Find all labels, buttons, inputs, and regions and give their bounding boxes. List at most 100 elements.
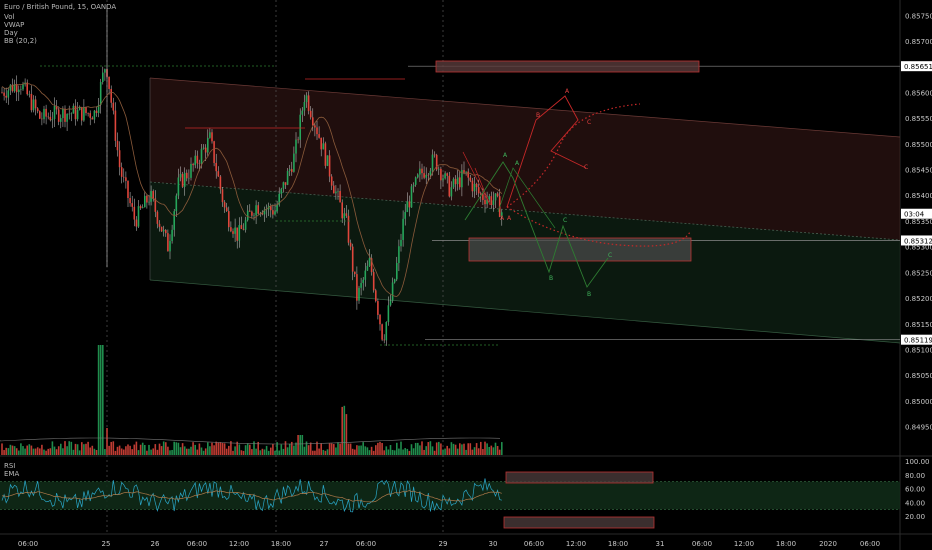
- candle-body: [278, 193, 280, 205]
- volume-bar: [5, 447, 7, 455]
- volume-bar: [412, 448, 415, 455]
- volume-bar: [377, 442, 379, 455]
- volume-bar: [215, 441, 217, 455]
- volume-bar: [194, 444, 196, 455]
- volume-bar: [89, 447, 91, 455]
- price-tick-label: 0.85500: [905, 141, 932, 149]
- volume-bar: [360, 445, 362, 455]
- volume-bar: [102, 345, 104, 455]
- volume-bar: [18, 450, 20, 455]
- candle-body: [202, 147, 205, 149]
- time-tick-label: 06:00: [18, 540, 38, 548]
- candle-body: [139, 206, 142, 209]
- volume-bar: [444, 448, 446, 455]
- candle-body: [492, 200, 495, 205]
- volume-bar: [349, 443, 352, 455]
- candle-body: [475, 183, 478, 188]
- candle-body: [156, 211, 159, 224]
- candle-body: [438, 168, 440, 170]
- candle-body: [204, 147, 207, 153]
- volume-bar: [389, 445, 392, 455]
- volume-bar: [461, 444, 463, 455]
- candle-body: [238, 225, 241, 241]
- volume-bar: [219, 442, 222, 455]
- candle-body: [249, 210, 251, 212]
- green-pattern-label: C: [563, 217, 567, 224]
- candle-body: [486, 199, 488, 205]
- candle-body: [301, 110, 304, 115]
- channel-lower-line: [149, 279, 901, 344]
- candle-body: [125, 177, 127, 181]
- candle-body: [41, 118, 43, 120]
- rsi-tick-label: 100.00: [905, 458, 930, 466]
- candle-body: [228, 211, 230, 228]
- candle-body: [480, 193, 482, 195]
- volume-bar: [293, 445, 295, 455]
- green-pattern-label: A: [503, 152, 508, 159]
- candle-body: [18, 89, 20, 93]
- candle-body: [328, 155, 331, 177]
- candle-body: [179, 173, 182, 178]
- time-tick-label: 06:00: [187, 540, 207, 548]
- candle-body: [150, 191, 152, 202]
- price-tick-label: 0.85450: [905, 167, 932, 175]
- candle-body: [188, 177, 190, 179]
- candle-body: [261, 213, 264, 215]
- volume-bar: [70, 441, 73, 455]
- volume-bar: [383, 450, 385, 455]
- volume-bar: [410, 444, 413, 455]
- volume-bar: [456, 448, 459, 455]
- rsi-tick-label: 20.00: [905, 513, 925, 521]
- time-tick-label: 18:00: [271, 540, 291, 548]
- candle-body: [450, 187, 453, 197]
- volume-bar: [343, 405, 346, 455]
- candle-body: [339, 190, 341, 203]
- candle-body: [95, 110, 98, 113]
- candle-body: [463, 170, 465, 173]
- volume-bar: [280, 444, 283, 455]
- volume-bar: [272, 444, 274, 455]
- candle-body: [85, 107, 87, 114]
- volume-bar: [179, 447, 182, 455]
- candle-body: [482, 194, 484, 200]
- candle-body: [251, 211, 253, 216]
- candle-body: [330, 176, 333, 186]
- candle-body: [154, 198, 157, 212]
- volume-bar: [326, 449, 329, 455]
- candle-body: [246, 210, 249, 221]
- volume-bar: [314, 450, 316, 455]
- volume-bar: [440, 443, 442, 455]
- volume-bar: [442, 449, 444, 455]
- candle-body: [173, 211, 175, 230]
- candle-body: [423, 173, 425, 178]
- volume-bar: [307, 445, 310, 455]
- candle-body: [288, 169, 291, 171]
- candle-body: [461, 170, 463, 188]
- volume-bar: [51, 441, 54, 455]
- price-highlight-box: [901, 208, 932, 219]
- candle-body: [431, 154, 434, 171]
- volume-bar: [81, 442, 83, 455]
- candle-body: [232, 231, 234, 234]
- volume-bar: [15, 448, 18, 455]
- candle-body: [274, 211, 276, 215]
- candle-body: [257, 205, 259, 214]
- volume-bar: [114, 450, 117, 455]
- candle-body: [51, 119, 54, 121]
- volume-bar: [223, 443, 226, 455]
- volume-bar: [396, 442, 398, 455]
- channel-upper-fill: [150, 78, 900, 240]
- candle-body: [190, 163, 192, 178]
- candle-body: [118, 150, 121, 168]
- volume-bar: [236, 441, 238, 455]
- candle-body: [452, 178, 455, 188]
- candle-body: [467, 171, 469, 178]
- candle-body: [337, 190, 339, 192]
- red-pattern-lines: [462, 151, 491, 206]
- candle-body: [362, 279, 364, 284]
- volume-bar: [118, 445, 121, 455]
- volume-bar: [141, 442, 144, 455]
